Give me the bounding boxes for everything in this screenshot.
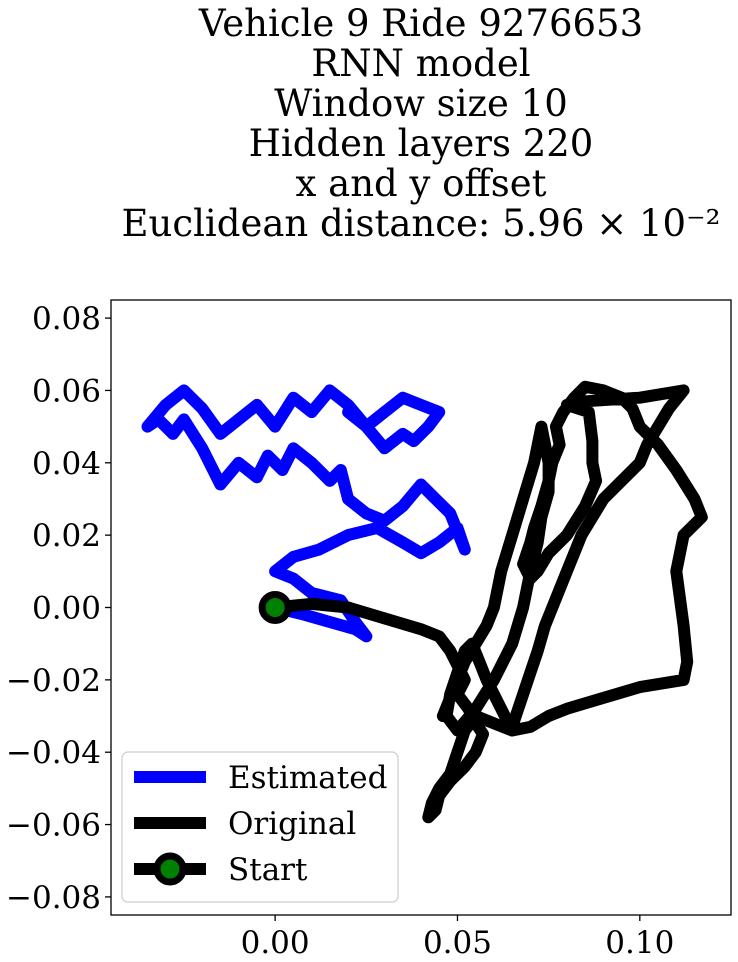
title-line-4: Hidden layers 220 bbox=[249, 122, 594, 165]
title-line-1: Vehicle 9 Ride 9276653 bbox=[198, 2, 643, 45]
legend-label-estimated: Estimated bbox=[228, 760, 387, 796]
title-line-6: Euclidean distance: 5.96 × 10⁻² bbox=[122, 202, 721, 245]
legend: Estimated Original Start bbox=[121, 751, 399, 903]
y-tick-label: 0.02 bbox=[32, 518, 101, 554]
title-line-5: x and y offset bbox=[296, 162, 547, 205]
title-line-2: RNN model bbox=[311, 42, 530, 85]
plot-area: 0.00 0.05 0.10 0.08 0.06 0.04 0.02 0.00 −0.02 −0… bbox=[6, 299, 732, 961]
x-tick-label: 0.00 bbox=[241, 925, 310, 961]
legend-label-start: Start bbox=[228, 852, 308, 888]
y-tick-label: 0.06 bbox=[32, 373, 101, 409]
series-line-estimated bbox=[141, 384, 471, 643]
y-axis: 0.08 0.06 0.04 0.02 0.00 −0.02 −0.04 −0.06 −0.08 bbox=[6, 301, 111, 916]
y-tick-label: 0.04 bbox=[32, 446, 101, 482]
y-tick-label: −0.08 bbox=[6, 880, 101, 916]
y-tick-label: −0.04 bbox=[6, 735, 101, 771]
legend-start-marker bbox=[153, 852, 187, 886]
x-tick-label: 0.05 bbox=[423, 925, 492, 961]
y-tick-label: 0.00 bbox=[32, 591, 101, 627]
legend-label-original: Original bbox=[228, 806, 356, 842]
x-axis: 0.00 0.05 0.10 bbox=[241, 915, 674, 961]
title-line-3: Window size 10 bbox=[274, 82, 568, 125]
y-tick-label: −0.02 bbox=[6, 663, 101, 699]
y-tick-label: 0.08 bbox=[32, 301, 101, 337]
series-line-original bbox=[269, 380, 708, 824]
start-marker bbox=[258, 591, 292, 624]
x-tick-label: 0.10 bbox=[605, 925, 674, 961]
y-tick-label: −0.06 bbox=[6, 808, 101, 844]
